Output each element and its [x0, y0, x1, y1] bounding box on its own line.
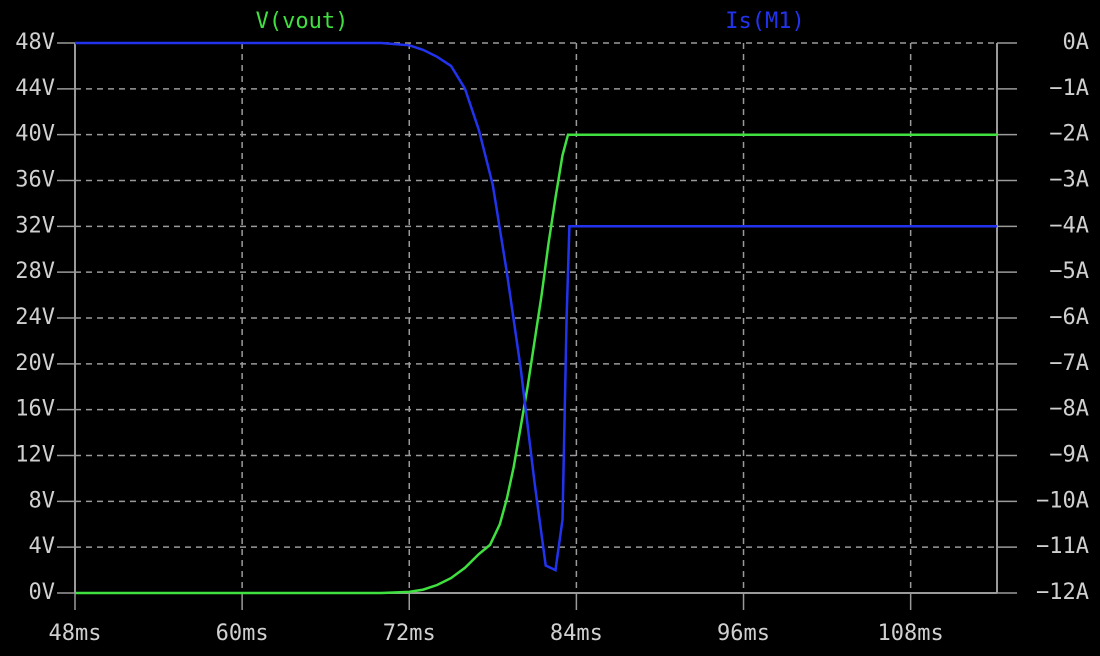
y-tick-label: 32V	[15, 213, 55, 238]
y-tick-label: 16V	[15, 397, 55, 422]
x-tick-label: 60ms	[216, 621, 269, 646]
y-tick-label: 8V	[29, 488, 56, 513]
y2-tick-label: −9A	[1049, 443, 1089, 468]
y2-tick-label: −5A	[1049, 259, 1089, 284]
y-tick-label: 28V	[15, 259, 55, 284]
line	[75, 41, 997, 572]
legend-label: Is(M1)	[725, 9, 804, 34]
y-tick-label: 4V	[29, 534, 56, 559]
y2-tick-label: −3A	[1049, 168, 1089, 193]
x-tick-label: 48ms	[49, 621, 102, 646]
y2-tick-label: −7A	[1049, 351, 1089, 376]
y-tick-label: 24V	[15, 305, 55, 330]
y2-tick-label: −12A	[1036, 580, 1089, 605]
x-tick-label: 108ms	[878, 621, 944, 646]
y2-tick-label: −4A	[1049, 213, 1089, 238]
legend-label: V(vout)	[256, 9, 349, 34]
y-tick-label: 0V	[29, 580, 56, 605]
x-tick-label: 72ms	[383, 621, 436, 646]
y-tick-label: 40V	[15, 122, 55, 147]
y2-tick-label: −11A	[1036, 534, 1089, 559]
x-tick-label: 84ms	[550, 621, 603, 646]
y2-tick-label: −6A	[1049, 305, 1089, 330]
y-tick-label: 48V	[15, 30, 55, 55]
y-tick-label: 44V	[15, 76, 55, 101]
y-tick-label: 20V	[15, 351, 55, 376]
line	[75, 133, 997, 595]
y2-tick-label: −8A	[1049, 397, 1089, 422]
y2-tick-label: −10A	[1036, 488, 1089, 513]
y-tick-label: 36V	[15, 168, 55, 193]
y2-tick-label: 0A	[1063, 30, 1090, 55]
x-tick-label: 96ms	[717, 621, 770, 646]
y2-tick-label: −1A	[1049, 76, 1089, 101]
y2-tick-label: −2A	[1049, 122, 1089, 147]
y-tick-label: 12V	[15, 443, 55, 468]
